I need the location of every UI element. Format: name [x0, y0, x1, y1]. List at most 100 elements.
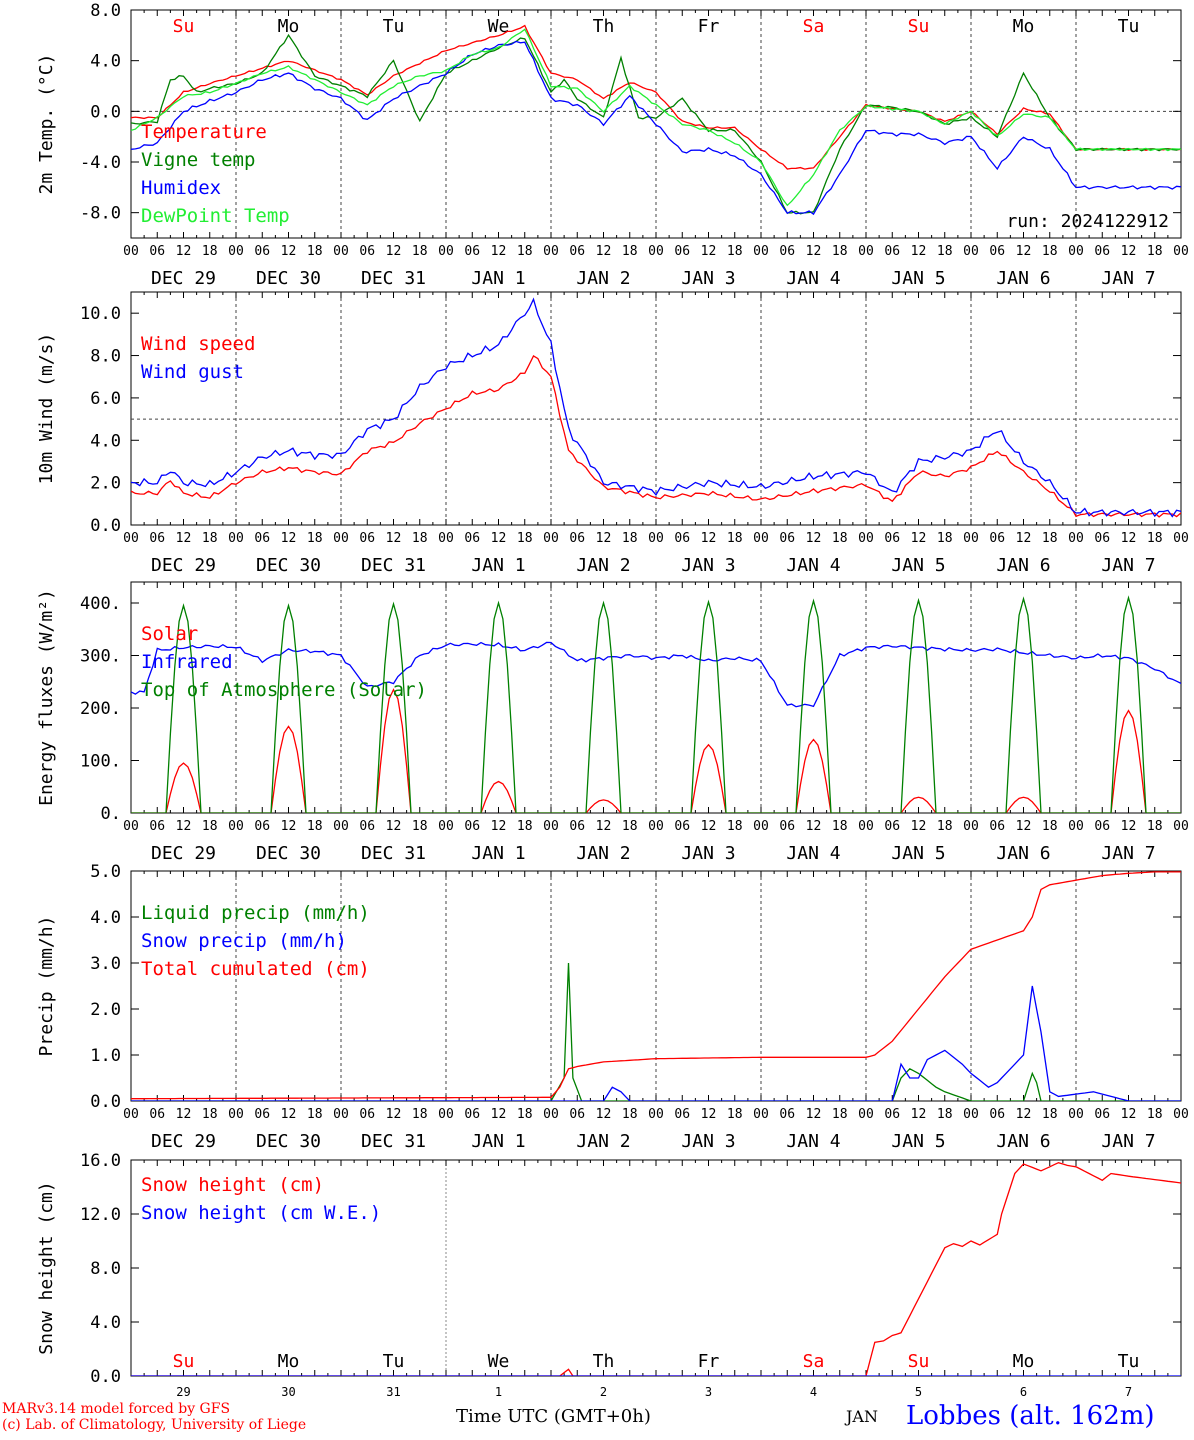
hour-tick-label: 00: [228, 244, 244, 259]
hour-tick-label: 12: [281, 244, 297, 259]
hour-tick-label: 06: [779, 244, 795, 259]
hour-tick-label: 12: [386, 244, 402, 259]
hour-tick-label: 18: [832, 531, 848, 546]
hour-tick-label: 18: [832, 244, 848, 259]
hour-tick-label: 18: [412, 244, 428, 259]
legend-wind-speed: Wind speed: [141, 333, 255, 355]
hour-tick-label: 18: [1042, 244, 1058, 259]
y-tick-label: 4.0: [90, 908, 121, 928]
date-label: JAN 4: [786, 843, 840, 864]
hour-tick-label: 00: [123, 244, 139, 259]
weekday-label: Mo: [278, 16, 300, 37]
weekday-label: We: [488, 1351, 510, 1372]
date-label: JAN 1: [471, 1131, 525, 1152]
y-tick-label: 5.0: [90, 862, 121, 882]
hour-tick-label: 18: [517, 244, 533, 259]
hour-tick-label: 12: [491, 1107, 507, 1122]
day-number-label: 29: [176, 1385, 190, 1399]
y-tick-label: 0.: [101, 804, 121, 824]
hour-tick-label: 18: [307, 244, 323, 259]
date-label: JAN 7: [1101, 268, 1155, 289]
hour-tick-label: 12: [911, 531, 927, 546]
hour-tick-label: 00: [1068, 1107, 1084, 1122]
hour-tick-label: 00: [963, 1107, 979, 1122]
hour-tick-label: 00: [1173, 819, 1189, 834]
hour-tick-label: 18: [727, 531, 743, 546]
hour-tick-label: 00: [438, 531, 454, 546]
y-tick-label: 3.0: [90, 954, 121, 974]
legend-infrared: Infrared: [141, 651, 233, 673]
hour-tick-label: 06: [1094, 244, 1110, 259]
date-label: JAN 2: [576, 268, 630, 289]
hour-tick-label: 12: [806, 1107, 822, 1122]
hour-tick-label: 00: [333, 531, 349, 546]
hour-tick-label: 06: [464, 531, 480, 546]
hour-tick-label: 18: [307, 819, 323, 834]
weekday-label: Fr: [698, 16, 720, 37]
weekday-label: We: [488, 16, 510, 37]
hour-tick-label: 12: [701, 1107, 717, 1122]
hour-tick-label: 00: [858, 819, 874, 834]
y-tick-label: 8.0: [90, 1259, 121, 1279]
hour-tick-label: 18: [202, 1107, 218, 1122]
series-line-liquid-precip-mm-h-: [131, 962, 1181, 1101]
hour-tick-label: 06: [254, 244, 270, 259]
hour-tick-label: 06: [779, 819, 795, 834]
hour-tick-label: 00: [1173, 244, 1189, 259]
date-label: DEC 29: [151, 1131, 216, 1152]
legend-liquid-precip-mm-h-: Liquid precip (mm/h): [141, 902, 370, 924]
hour-tick-label: 12: [701, 244, 717, 259]
hour-tick-label: 00: [228, 531, 244, 546]
legend-solar: Solar: [141, 623, 198, 645]
date-label: DEC 30: [256, 843, 321, 864]
hour-tick-label: 00: [438, 1107, 454, 1122]
hour-tick-label: 06: [464, 244, 480, 259]
hour-tick-label: 06: [1094, 819, 1110, 834]
hour-tick-label: 06: [989, 531, 1005, 546]
model-line: MARv3.14 model forced by GFS: [2, 1401, 231, 1417]
weekday-label: Su: [173, 1351, 195, 1372]
date-label: DEC 31: [361, 268, 426, 289]
date-label: JAN 4: [786, 555, 840, 576]
legend-temperature: Temperature: [141, 121, 267, 143]
hour-tick-label: 12: [806, 531, 822, 546]
hour-tick-label: 00: [123, 531, 139, 546]
weekday-label: Th: [593, 1351, 615, 1372]
credit-line: (c) Lab. of Climatology, University of L…: [2, 1417, 307, 1433]
weekday-label: Th: [593, 16, 615, 37]
hour-tick-label: 06: [149, 1107, 165, 1122]
hour-tick-label: 18: [1147, 1107, 1163, 1122]
y-tick-label: -8.0: [80, 204, 121, 224]
date-label: JAN 3: [681, 1131, 735, 1152]
hour-tick-label: 00: [333, 819, 349, 834]
legend-top-of-atmosphere-solar-: Top of Atmosphere (Solar): [141, 679, 427, 701]
weekday-label: Su: [173, 16, 195, 37]
hour-tick-label: 06: [1094, 1107, 1110, 1122]
series-line-snow-precip-mm-h-: [131, 985, 1181, 1101]
day-number-label: 31: [386, 1385, 400, 1399]
weekday-label: Sa: [803, 1351, 825, 1372]
hour-tick-label: 06: [674, 819, 690, 834]
legend-dewpoint-temp: DewPoint Temp: [141, 205, 290, 227]
series-line-humidex: [131, 40, 1181, 216]
day-number-label: 4: [810, 1385, 817, 1399]
y-tick-label: 4.0: [90, 431, 121, 451]
date-label: DEC 31: [361, 1131, 426, 1152]
hour-tick-label: 18: [307, 531, 323, 546]
hour-tick-label: 12: [386, 531, 402, 546]
hour-tick-label: 00: [648, 531, 664, 546]
legend-humidex: Humidex: [141, 177, 221, 199]
station-label: Lobbes (alt. 162m): [906, 1401, 1155, 1431]
hour-tick-label: 06: [149, 531, 165, 546]
y-tick-label: 0.0: [90, 1092, 121, 1112]
legend-vigne-temp: Vigne temp: [141, 149, 255, 171]
hour-tick-label: 00: [753, 244, 769, 259]
hour-tick-label: 12: [1016, 1107, 1032, 1122]
hour-tick-label: 00: [753, 819, 769, 834]
hour-tick-label: 00: [123, 1107, 139, 1122]
hour-tick-label: 12: [911, 244, 927, 259]
hour-tick-label: 18: [727, 1107, 743, 1122]
hour-tick-label: 06: [569, 1107, 585, 1122]
hour-tick-label: 12: [491, 244, 507, 259]
